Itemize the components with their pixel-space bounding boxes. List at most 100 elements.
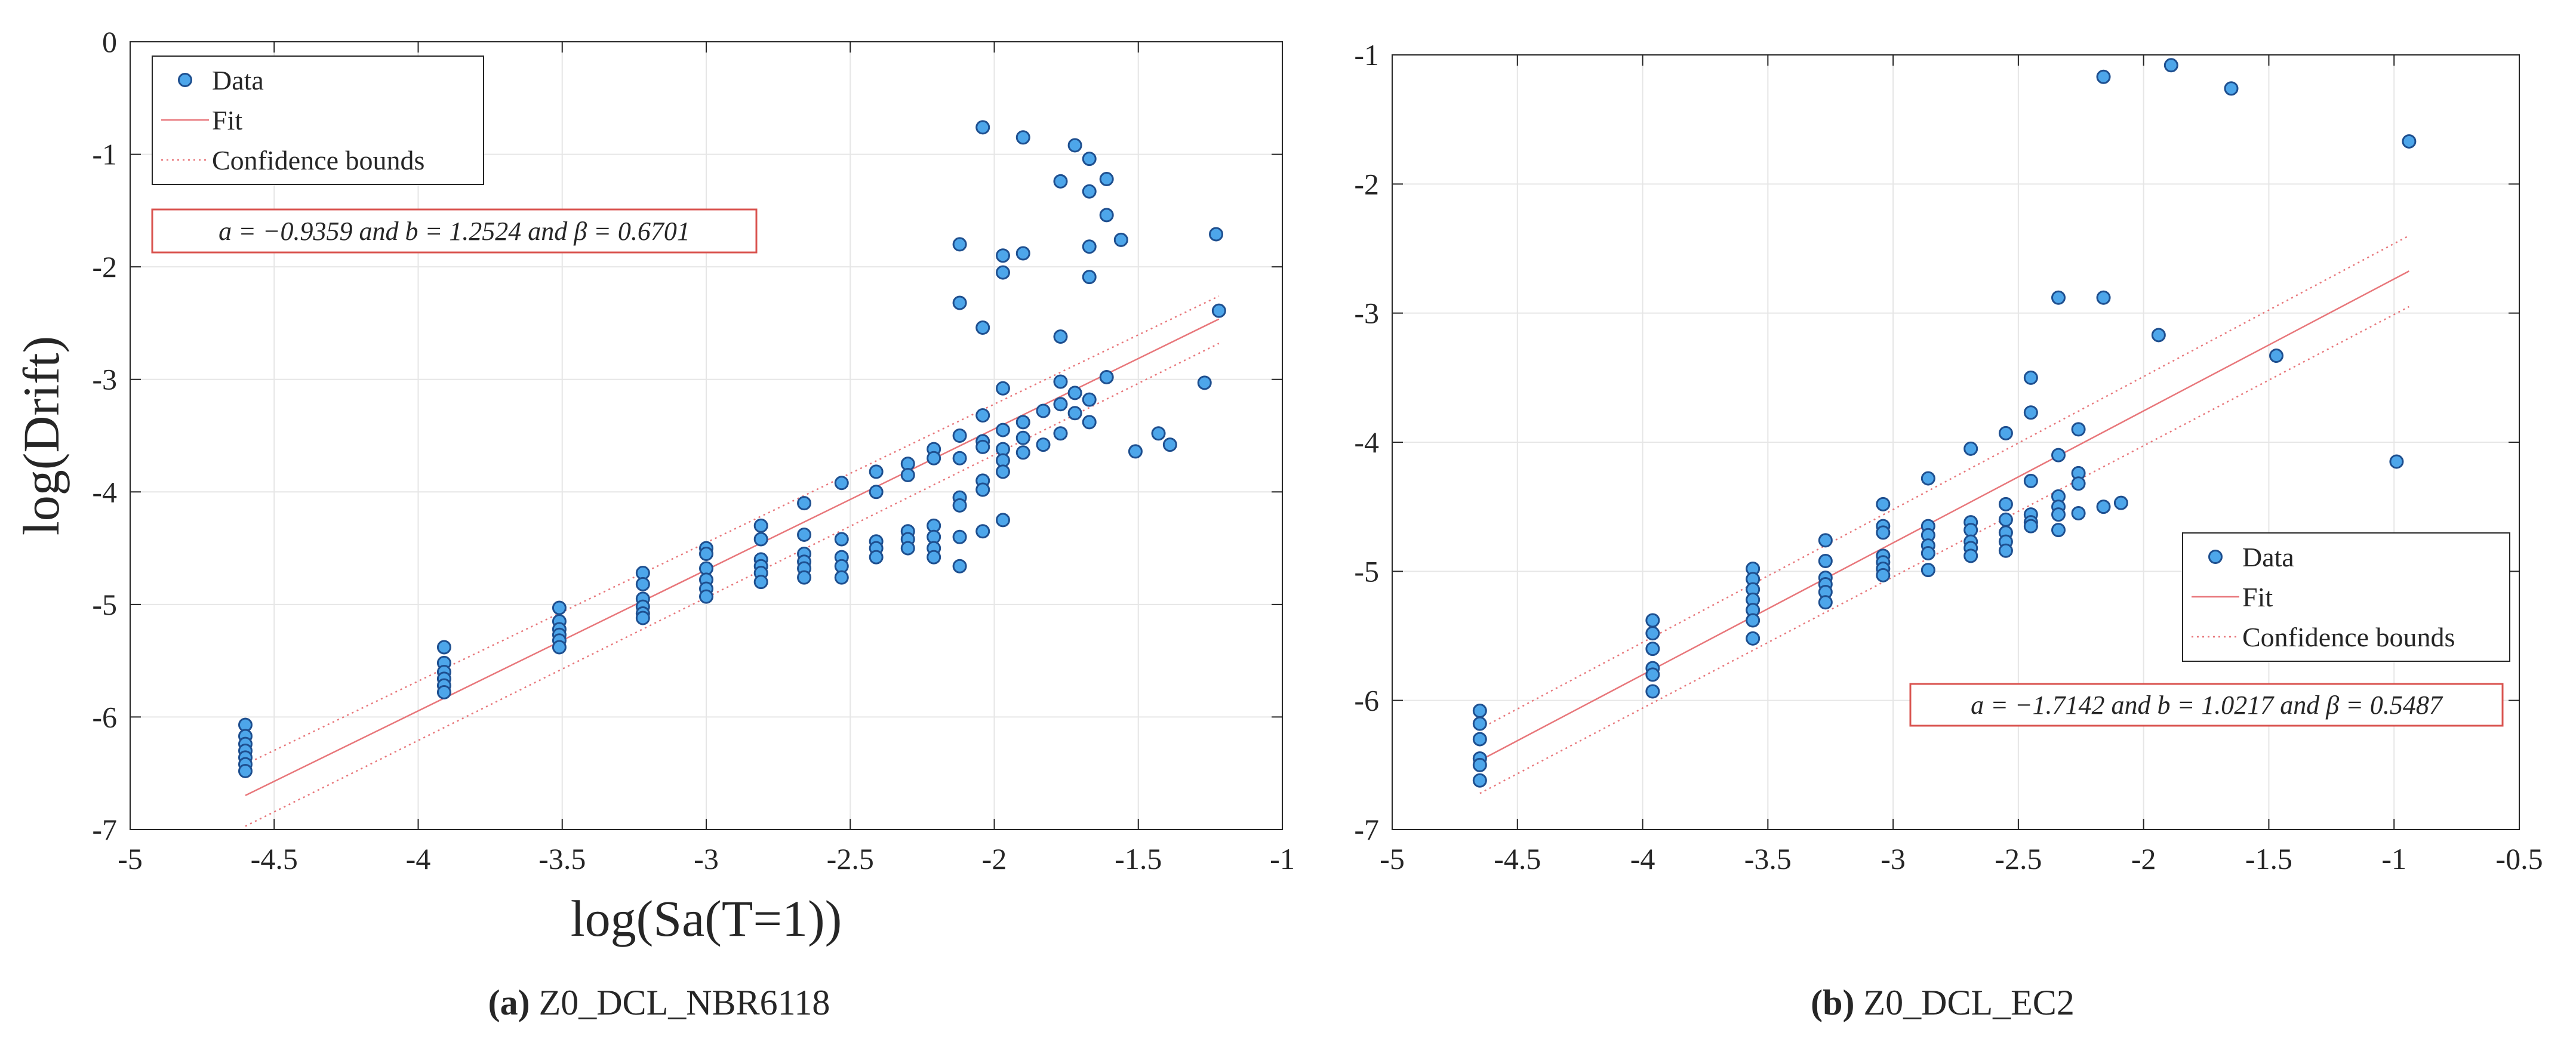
legend-label: Confidence bounds <box>212 145 424 175</box>
data-point <box>1472 773 1487 788</box>
data-point <box>1645 642 1660 656</box>
x-tick-label: -1 <box>1270 842 1295 875</box>
data-point <box>1099 172 1114 187</box>
data-point <box>2096 69 2111 84</box>
data-point <box>635 577 650 591</box>
x-tick-label: -0.5 <box>2495 842 2543 875</box>
data-point <box>1197 375 1212 390</box>
data-point <box>1645 626 1660 641</box>
data-point <box>927 550 941 565</box>
data-point <box>1645 684 1660 699</box>
data-point <box>1746 631 1761 646</box>
fit-line <box>1479 270 2409 762</box>
y-tick-label: -1 <box>1354 38 1379 72</box>
x-tick-label: -2 <box>2131 842 2156 875</box>
data-point <box>1876 497 1891 511</box>
data-point <box>1053 397 1068 412</box>
x-tick-label: -4 <box>406 842 431 875</box>
y-tick-label: -7 <box>1354 813 1379 846</box>
data-point <box>1963 523 1978 538</box>
x-tick-label: -1.5 <box>1115 842 1162 875</box>
x-tick-label: -2 <box>982 842 1007 875</box>
data-point <box>2051 290 2066 305</box>
data-point <box>1082 415 1097 430</box>
y-tick-label: -2 <box>92 250 117 283</box>
data-point <box>1067 138 1082 153</box>
data-point <box>1998 543 2013 558</box>
panel-caption: (b) Z0_DCL_EC2 <box>1811 983 2075 1022</box>
data-point <box>2096 500 2111 514</box>
data-point <box>869 464 884 479</box>
data-point <box>2389 454 2404 469</box>
x-ticks: -5 -4.5 -4 -3.5 -3 -2.5 -2 -1.5 -1 -0.5 <box>1380 55 2543 875</box>
data-point <box>834 476 849 491</box>
data-point <box>952 498 967 513</box>
legend-label: Confidence bounds <box>2242 622 2455 652</box>
data-point <box>995 513 1010 528</box>
data-point <box>1053 329 1068 344</box>
data-point <box>2224 81 2239 96</box>
data-point <box>975 524 990 539</box>
data-point <box>1099 208 1114 223</box>
y-tick-label: -7 <box>92 813 117 846</box>
data-point <box>2051 523 2066 538</box>
data-point <box>1036 403 1051 418</box>
data-point <box>436 685 451 699</box>
data-point <box>995 464 1010 479</box>
y-tick-label: -3 <box>92 363 117 396</box>
annotation-box <box>1909 683 2504 727</box>
data-point <box>1746 613 1761 628</box>
data-point <box>975 482 990 497</box>
data-point <box>2151 328 2166 343</box>
caption-label: (a) <box>488 983 530 1022</box>
x-tick-label: -3.5 <box>1744 842 1792 875</box>
data-point <box>1015 445 1030 460</box>
data-point <box>2023 405 2038 420</box>
data-point <box>2071 422 2086 437</box>
legend-label: Data <box>212 65 264 95</box>
data-point <box>1998 512 2013 527</box>
data-point <box>1876 568 1891 582</box>
data-point <box>975 320 990 335</box>
data-point <box>2096 290 2111 305</box>
data-point <box>797 527 812 542</box>
data-point <box>1113 232 1128 247</box>
y-tick-label: -5 <box>92 588 117 621</box>
data-point <box>1151 426 1166 441</box>
data-point <box>995 423 1010 437</box>
data-points <box>1472 58 2417 788</box>
data-point <box>2402 134 2417 149</box>
data-point <box>900 468 915 482</box>
confidence-bound-upper <box>1479 235 2409 730</box>
data-points <box>238 120 1226 778</box>
data-point <box>1998 497 2013 511</box>
x-ticks: -5 -4.5 -4 -3.5 -3 -2.5 -2 -1.5 -1 <box>118 42 1295 875</box>
data-point <box>753 575 768 590</box>
data-point <box>1963 441 1978 456</box>
data-point <box>1472 716 1487 731</box>
annotation-text: a = −0.9359 and b = 1.2524 and β = 0.670… <box>218 217 690 246</box>
data-point <box>1472 757 1487 772</box>
data-point <box>2071 505 2086 520</box>
data-point <box>1645 613 1660 628</box>
data-point <box>699 589 713 604</box>
y-tick-label: -6 <box>92 700 117 733</box>
data-point <box>975 439 990 454</box>
data-point <box>1128 444 1143 459</box>
data-point <box>2023 473 2038 488</box>
data-point <box>797 496 812 511</box>
panel-a: -5 -4.5 -4 -3.5 -3 -2.5 -2 -1.5 -10-1-2-3-4-5-6-… <box>13 25 1295 1022</box>
data-point <box>952 559 967 574</box>
data-point <box>1015 246 1030 261</box>
data-point <box>1162 437 1177 452</box>
legend: Data Fit Confidence bounds <box>152 56 484 185</box>
data-point <box>2051 507 2066 522</box>
x-tick-label: -1.5 <box>2245 842 2292 875</box>
data-point <box>1082 239 1097 254</box>
y-tick-label: -3 <box>1354 297 1379 330</box>
data-point <box>2051 448 2066 463</box>
x-tick-label: -3.5 <box>538 842 586 875</box>
y-tick-label: -6 <box>1354 684 1379 717</box>
x-tick-label: -3 <box>694 842 719 875</box>
data-point <box>552 640 567 655</box>
